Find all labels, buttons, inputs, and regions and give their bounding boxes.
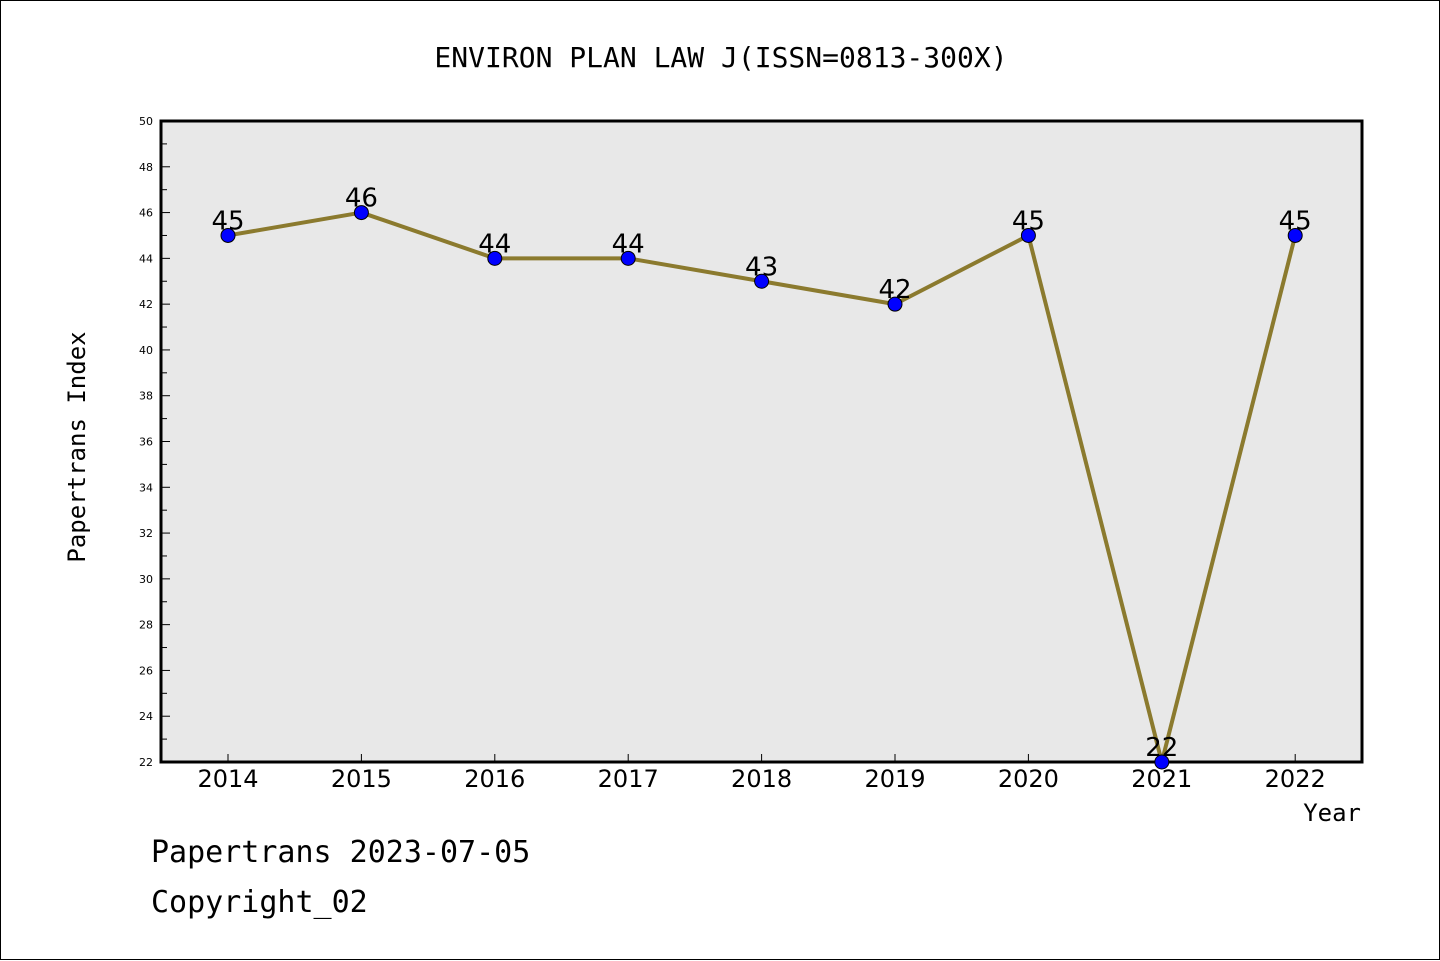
y-axis-ticks: 22 24 26 28 30 32 34 36 38 40 42 44 46 48 50 [139,115,170,769]
data-point [487,250,503,266]
data-label: 45 [1279,206,1312,236]
plot-area [159,119,1364,764]
x-tick-label: 2020 [998,765,1059,793]
x-tick-label: 2014 [197,765,258,793]
y-tick-label: 26 [139,664,153,677]
data-point [1154,754,1170,770]
footer-copyright: Copyright_02 [151,885,368,920]
x-tick-label: 2018 [731,765,792,793]
y-tick-label: 44 [139,252,153,265]
y-tick-label: 30 [139,573,153,586]
footer-date: Papertrans 2023-07-05 [151,835,531,870]
y-tick-label: 28 [139,619,153,632]
data-label: 45 [1012,206,1045,236]
y-tick-label: 50 [139,115,153,128]
y-tick-label: 42 [139,298,153,311]
data-label: 45 [211,206,244,236]
data-point [620,250,636,266]
x-tick-label: 2016 [464,765,525,793]
data-label: 42 [878,275,911,305]
x-tick-label: 2022 [1265,765,1326,793]
x-tick-label: 2015 [331,765,392,793]
x-tick-label: 2021 [1131,765,1192,793]
data-label: 46 [345,184,378,214]
data-point [754,273,770,289]
data-label: 43 [745,252,778,282]
y-tick-label: 38 [139,390,153,403]
data-point [220,227,236,243]
data-points-group [220,205,1303,770]
y-tick-label: 22 [139,756,153,769]
y-tick-label: 32 [139,527,153,540]
x-axis-ticks: 2014 2015 2016 2017 2018 2019 2020 2021 2022 [197,754,1326,793]
data-labels-group: 45 46 44 44 43 42 45 22 45 [211,184,1311,763]
x-tick-label: 2019 [864,765,925,793]
y-tick-label: 34 [139,481,153,494]
data-label: 22 [1145,733,1178,763]
chart-title: ENVIRON PLAN LAW J(ISSN=0813-300X) [434,41,1007,74]
data-point [353,205,369,221]
y-tick-label: 24 [139,710,153,723]
y-tick-label: 36 [139,436,153,449]
x-axis-title: Year [1303,799,1361,827]
data-point [1287,227,1303,243]
data-label: 44 [478,229,511,259]
y-axis-title: Papertrans Index [63,331,91,562]
data-point [887,296,903,312]
y-tick-label: 40 [139,344,153,357]
x-tick-label: 2017 [598,765,659,793]
data-point [1020,227,1036,243]
data-label: 44 [612,229,645,259]
y-tick-label: 46 [139,207,153,220]
y-tick-label: 48 [139,161,153,174]
